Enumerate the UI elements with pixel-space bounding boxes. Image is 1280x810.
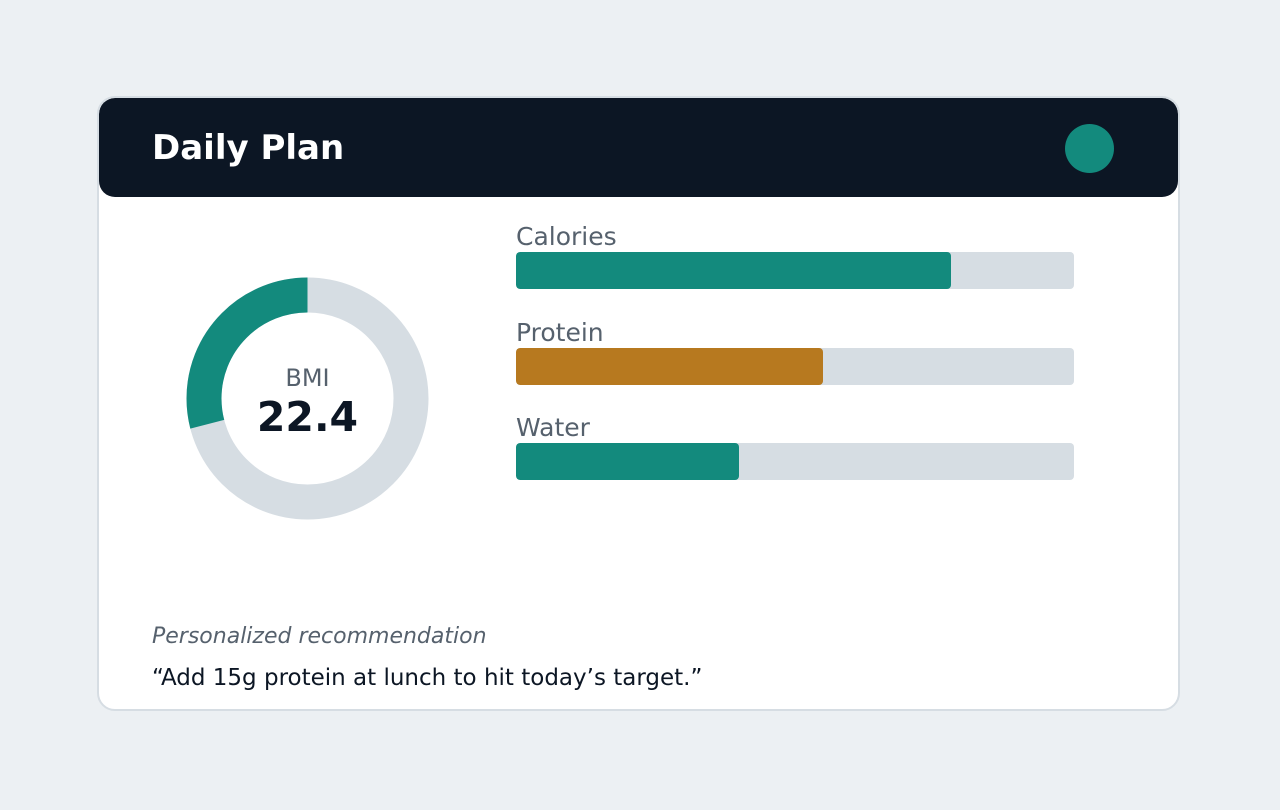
status-dot-icon [1065,124,1114,173]
bmi-value: 22.4 [256,393,359,441]
water-progress-bar [516,443,1074,480]
metric-label: Water [516,413,590,442]
metric-label: Protein [516,318,604,347]
page-title: Daily Plan [152,128,345,168]
calories-progress-fill [516,252,952,289]
bmi-donut-chart [186,277,429,520]
recommendation-label: Personalized recommendation [152,624,487,649]
metric-protein: Protein [516,318,1075,385]
card-header: Daily Plan [99,98,1178,197]
bmi-ring-progress [186,277,429,520]
protein-progress-bar [516,348,1074,385]
metric-label: Calories [516,222,617,251]
metric-water: Water [516,413,1075,480]
calories-progress-bar [516,252,1074,289]
metric-calories: Calories [516,222,1075,289]
bmi-label: BMI [285,364,330,392]
recommendation-text: “Add 15g protein at lunch to hit today’s… [152,665,703,691]
protein-progress-fill [516,348,823,385]
daily-plan-card: Daily Plan BMI 22.4 Calories Protein Wat… [97,96,1180,711]
water-progress-fill [516,443,740,480]
